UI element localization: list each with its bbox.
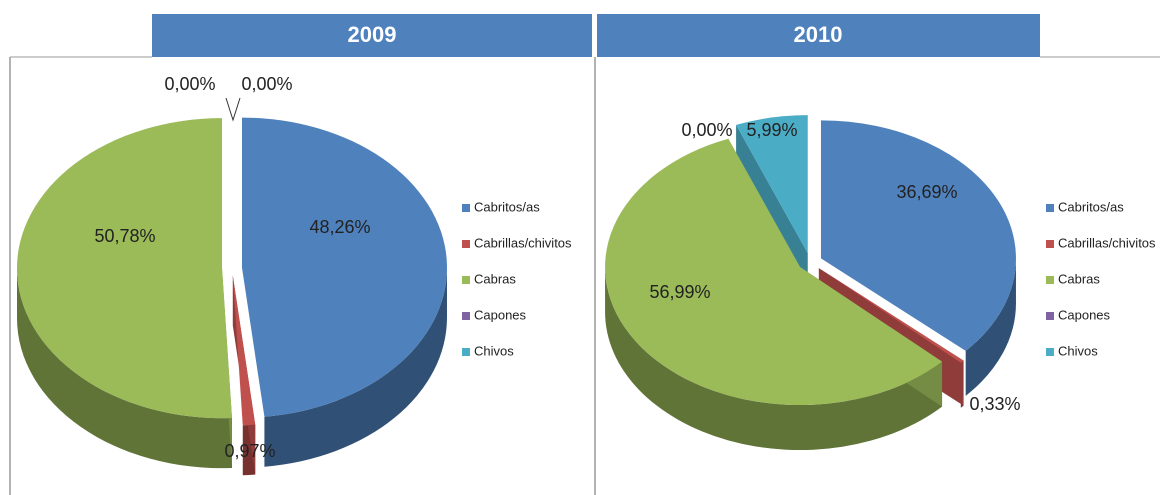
header-bar: [597, 14, 1040, 57]
data-label: 0,33%: [969, 394, 1020, 414]
legend-label: Cabrillas/chivitos: [1058, 235, 1156, 250]
legend-label: Capones: [474, 307, 527, 322]
header-bar: [152, 14, 592, 57]
panel-border: [9, 57, 596, 495]
legend-swatch: [462, 240, 470, 248]
slice-side: [17, 268, 232, 469]
data-label: 56,99%: [649, 282, 710, 302]
slice: [818, 268, 964, 363]
chart-title: 2010: [794, 22, 843, 47]
data-label: 0,00%: [164, 74, 215, 94]
data-label: 36,69%: [896, 182, 957, 202]
legend-swatch: [1046, 276, 1054, 284]
legend-swatch: [462, 348, 470, 356]
legend-label: Cabritos/as: [1058, 199, 1124, 214]
slice-side: [264, 267, 447, 467]
leader-line: [225, 97, 241, 122]
data-label: 48,26%: [309, 217, 370, 237]
slice-side: [605, 267, 943, 451]
data-label: 0,97%: [224, 441, 275, 461]
legend-label: Cabritos/as: [474, 199, 540, 214]
slice-side: [965, 258, 1016, 396]
chart-title: 2009: [348, 22, 397, 47]
data-label: 0,00%: [241, 74, 292, 94]
legend-label: Cabras: [1058, 271, 1100, 286]
legend-swatch: [462, 204, 470, 212]
legend-label: Chivos: [474, 343, 514, 358]
legend-label: Capones: [1058, 307, 1111, 322]
legend-label: Cabras: [474, 271, 516, 286]
legend-swatch: [1046, 204, 1054, 212]
slice: [241, 117, 447, 417]
legend-label: Cabrillas/chivitos: [474, 235, 572, 250]
legend-swatch: [1046, 312, 1054, 320]
data-label: 0,00%: [681, 120, 732, 140]
legend-swatch: [462, 276, 470, 284]
data-label: 50,78%: [94, 226, 155, 246]
legend-swatch: [1046, 240, 1054, 248]
slice: [232, 275, 256, 426]
legend-label: Chivos: [1058, 343, 1098, 358]
slice: [605, 138, 943, 406]
legend-swatch: [1046, 348, 1054, 356]
data-label: 5,99%: [746, 120, 797, 140]
slice: [17, 118, 232, 419]
slice: [820, 120, 1016, 351]
legend-swatch: [462, 312, 470, 320]
slice: [736, 115, 808, 254]
